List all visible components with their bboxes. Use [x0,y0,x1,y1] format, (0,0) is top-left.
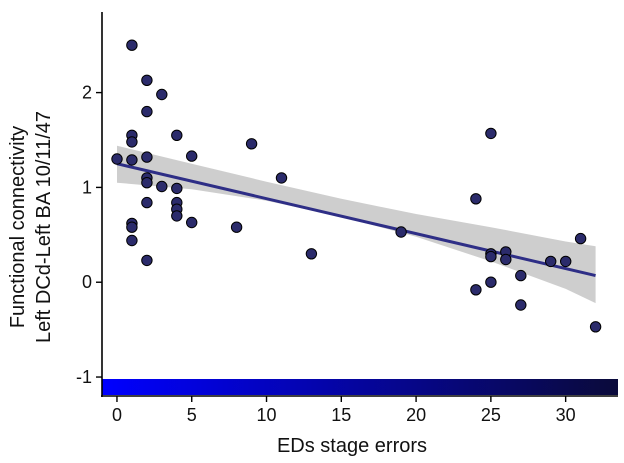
x-axis-title: EDs stage errors [277,435,427,457]
data-point [126,39,138,51]
data-point [141,74,153,87]
data-point [186,150,198,162]
data-point [485,250,497,263]
data-point [171,129,183,142]
data-point [141,196,153,209]
data-point [156,180,168,193]
data-point [500,253,512,266]
data-point [574,232,587,245]
data-point [545,255,557,268]
data-point [141,105,153,118]
regression-line [116,162,596,278]
y-tick-label: 2 [82,83,92,103]
data-point [470,193,482,205]
data-point [141,177,153,189]
data-point [560,255,572,268]
data-point [515,269,527,282]
x-tick-label: 10 [257,405,277,425]
regression-line-layer [116,162,596,278]
data-point [589,321,602,333]
data-point [126,234,138,247]
y-axis-title-line1: Functional connectivity [7,126,29,328]
data-point [305,248,318,260]
data-point [395,226,407,238]
data-point [171,210,183,222]
data-point [275,172,288,184]
data-point [230,221,243,233]
data-point [485,127,497,140]
x-tick-label: 5 [187,405,197,425]
data-point [141,254,153,267]
y-axis-title-line2: Left DCd-Left BA 10/11/47 [33,111,55,343]
x-tick-label: 30 [556,405,576,425]
confidence-band-layer [117,145,596,304]
data-point [126,136,138,148]
data-point [245,138,258,150]
data-point [470,284,482,296]
data-point [141,151,153,163]
data-point [111,153,123,165]
data-points-layer [111,39,602,333]
y-tick-label: -1 [76,367,92,387]
data-point [126,221,138,233]
ticks-layer: 0 5 10 15 20 25 30 -1 0 1 2 [76,83,576,425]
axes-layer [101,12,618,397]
x-tick-label: 25 [481,405,501,425]
confidence-band [117,145,596,304]
data-point [171,182,183,195]
colorbar-layer [102,379,618,395]
data-point [126,154,138,166]
data-point [515,299,527,311]
data-point [485,276,497,288]
x-tick-label: 15 [331,405,351,425]
x-tick-label: 20 [406,405,426,425]
data-point [186,216,198,229]
colorbar [102,379,618,395]
y-tick-label: 1 [82,177,92,197]
x-tick-label: 0 [112,405,122,425]
data-point [156,88,168,101]
y-tick-label: 0 [82,272,92,292]
